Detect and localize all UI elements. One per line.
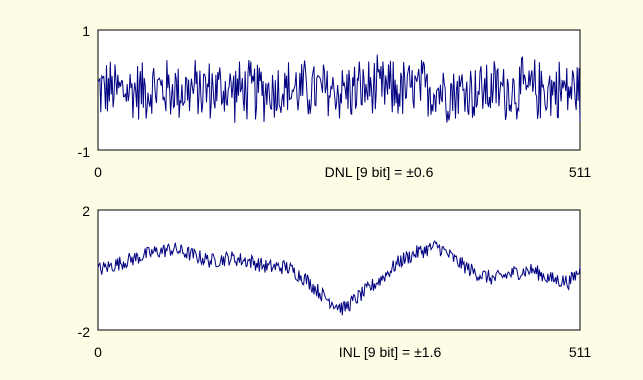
inl-x-tick-start: 0: [94, 344, 102, 360]
inl-x-tick-end: 511: [569, 344, 592, 360]
dnl-series-line: [97, 54, 581, 123]
dnl-x-tick-start: 0: [94, 164, 102, 180]
inl-series-line: [97, 240, 581, 316]
dnl-chart: 1 -1 0 511 DNL [9 bit] = ±0.6: [78, 23, 592, 180]
dnl-caption: DNL [9 bit] = ±0.6: [325, 164, 434, 180]
dnl-x-tick-end: 511: [569, 164, 592, 180]
dnl-y-tick-bottom: -1: [78, 144, 91, 160]
inl-y-tick-top: 2: [82, 203, 90, 219]
inl-caption: INL [9 bit] = ±1.6: [339, 344, 442, 360]
inl-chart: 2 -2 0 511 INL [9 bit] = ±1.6: [78, 203, 592, 360]
inl-plot-frame: [97, 209, 581, 331]
dnl-plot-frame: [97, 29, 581, 151]
inl-y-tick-bottom: -2: [78, 324, 91, 340]
dnl-y-tick-top: 1: [82, 23, 90, 39]
